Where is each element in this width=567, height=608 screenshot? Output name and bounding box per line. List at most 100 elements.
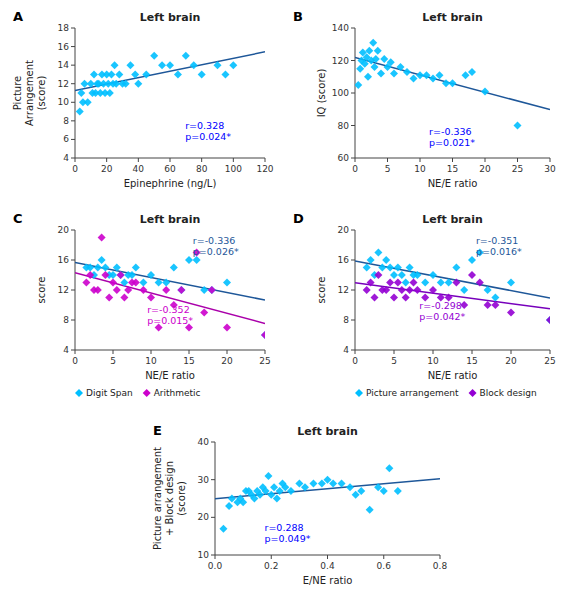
x-tick-label: 0.4 bbox=[320, 561, 335, 571]
y-tick bbox=[351, 158, 355, 159]
x-tick bbox=[106, 158, 107, 162]
point bbox=[476, 279, 484, 287]
point bbox=[77, 89, 85, 97]
y-tick bbox=[211, 517, 215, 518]
y-axis-label: IQ (score) bbox=[316, 69, 327, 118]
x-tick bbox=[170, 158, 171, 162]
point bbox=[546, 316, 550, 324]
x-tick-label: 100 bbox=[225, 164, 242, 174]
point bbox=[338, 479, 346, 487]
y-tick-label: 20 bbox=[338, 225, 350, 235]
annotation: r=-0.351p=0.016* bbox=[476, 235, 522, 257]
x-tick bbox=[433, 350, 434, 354]
plot-area bbox=[75, 52, 265, 116]
point bbox=[484, 301, 492, 309]
point bbox=[386, 279, 394, 287]
panel-label: E bbox=[153, 423, 162, 438]
panel-label: B bbox=[293, 9, 303, 24]
point bbox=[166, 61, 174, 69]
point bbox=[105, 294, 113, 302]
y-tick-label: 120 bbox=[332, 56, 349, 66]
y-axis-label: PictureArrangement(score) bbox=[12, 60, 47, 126]
point bbox=[120, 294, 128, 302]
annotation-line: p=0.026* bbox=[193, 246, 239, 257]
plot-area bbox=[355, 249, 550, 325]
y-axis-label-line: IQ (score) bbox=[316, 69, 327, 118]
point bbox=[182, 52, 190, 60]
y-tick-label: 140 bbox=[332, 23, 349, 33]
point bbox=[390, 271, 398, 279]
point bbox=[374, 271, 382, 279]
point bbox=[113, 286, 121, 294]
x-tick bbox=[215, 555, 216, 559]
y-tick-label: 16 bbox=[338, 255, 350, 265]
plot-area bbox=[75, 234, 265, 340]
title: Left brain bbox=[422, 11, 483, 24]
y-tick-label: 4 bbox=[343, 345, 349, 355]
fit-line bbox=[355, 57, 550, 109]
legend-marker bbox=[355, 389, 363, 397]
point bbox=[150, 52, 158, 60]
x-axis-label: NE/E ratio bbox=[145, 370, 195, 381]
point bbox=[190, 61, 198, 69]
point bbox=[113, 264, 121, 272]
point bbox=[452, 279, 460, 287]
point bbox=[177, 286, 185, 294]
point bbox=[98, 256, 106, 264]
point bbox=[382, 286, 390, 294]
point bbox=[372, 55, 380, 63]
point bbox=[367, 279, 375, 287]
point bbox=[98, 234, 106, 242]
point bbox=[94, 264, 102, 272]
x-tick bbox=[265, 158, 266, 162]
point bbox=[94, 286, 102, 294]
point bbox=[177, 286, 185, 294]
point bbox=[355, 81, 362, 89]
point bbox=[122, 80, 130, 88]
point bbox=[468, 68, 476, 76]
title: Left brain bbox=[422, 213, 483, 226]
y-tick-label: 100 bbox=[332, 88, 349, 98]
point bbox=[155, 279, 163, 287]
y-tick bbox=[351, 260, 355, 261]
legend-marker bbox=[75, 389, 83, 397]
x-tick bbox=[233, 158, 234, 162]
x-tick-label: 30 bbox=[544, 164, 556, 174]
point bbox=[346, 483, 354, 491]
point bbox=[90, 70, 98, 78]
point bbox=[363, 286, 371, 294]
point bbox=[437, 279, 445, 287]
point bbox=[117, 271, 125, 279]
y-tick bbox=[351, 28, 355, 29]
title: Left brain bbox=[297, 425, 358, 438]
point bbox=[261, 331, 265, 339]
x-tick-label: 10 bbox=[427, 356, 439, 366]
y-tick bbox=[351, 60, 355, 61]
point bbox=[421, 279, 429, 287]
y-tick-label: 30 bbox=[198, 475, 210, 485]
y-axis-label-line: Arrangement bbox=[24, 60, 35, 126]
annotation-line: r=-0.351 bbox=[476, 235, 519, 246]
y-tick-label: 12 bbox=[338, 285, 349, 295]
x-tick bbox=[201, 158, 202, 162]
x-axis-label: NE/E ratio bbox=[428, 178, 478, 189]
x-tick-label: 0 bbox=[72, 164, 78, 174]
legend-marker bbox=[469, 389, 477, 397]
x-tick-label: 15 bbox=[183, 356, 194, 366]
y-tick bbox=[71, 230, 75, 231]
point bbox=[309, 479, 317, 487]
point bbox=[200, 309, 208, 317]
point bbox=[436, 71, 444, 79]
point bbox=[382, 256, 390, 264]
point bbox=[287, 487, 295, 495]
point bbox=[198, 70, 206, 78]
point bbox=[374, 249, 382, 257]
point bbox=[76, 108, 84, 116]
point bbox=[386, 264, 394, 272]
x-tick-label: 0 bbox=[72, 356, 78, 366]
y-tick bbox=[71, 320, 75, 321]
legend-marker bbox=[143, 389, 151, 397]
y-tick-label: 20 bbox=[58, 225, 70, 235]
point bbox=[101, 271, 109, 279]
annotation-line: p=0.021* bbox=[429, 137, 475, 148]
